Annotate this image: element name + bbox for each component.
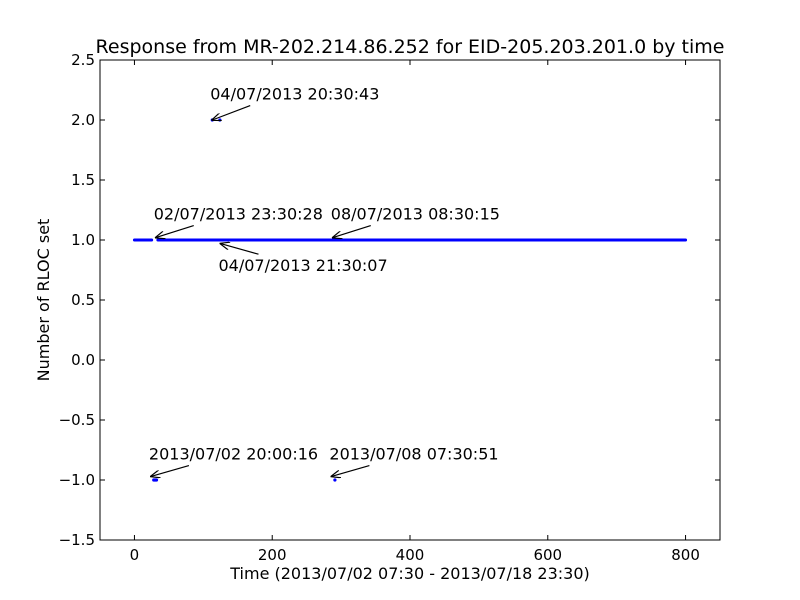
data-point xyxy=(333,478,337,482)
annotations: 04/07/2013 20:30:43 02/07/2013 23:30:28 08… xyxy=(149,85,500,477)
annotation-arrow xyxy=(331,465,370,477)
chart-title: Response from MR-202.214.86.252 for EID-… xyxy=(96,36,725,58)
data-point xyxy=(218,118,222,122)
x-axis-label: Time (2013/07/02 07:30 - 2013/07/18 23:3… xyxy=(229,564,590,583)
annotation-arrow xyxy=(151,465,190,477)
y-tick-label: 0.0 xyxy=(71,351,95,369)
y-tick-label: 0.5 xyxy=(71,291,95,309)
y-tick-label: 1.0 xyxy=(71,231,95,249)
tick-labels: 0 200 400 600 800 −1.5 −1.0 −0.5 0.0 0.5 1.0 1.5 2.0… xyxy=(59,51,700,564)
x-tick-label: 800 xyxy=(671,546,700,564)
annotation-arrow xyxy=(221,244,259,255)
annotation-label: 04/07/2013 20:30:43 xyxy=(210,85,379,104)
y-tick-label: −0.5 xyxy=(59,411,95,429)
annotation-label: 2013/07/08 07:30:51 xyxy=(329,445,498,464)
annotation-label: 2013/07/02 20:00:16 xyxy=(149,445,318,464)
axes-frame xyxy=(99,59,721,541)
annotation-arrow xyxy=(212,105,251,120)
annotation-label: 02/07/2013 23:30:28 xyxy=(154,205,323,224)
annotation-label: 08/07/2013 08:30:15 xyxy=(331,205,500,224)
x-tick-label: 200 xyxy=(258,546,287,564)
x-tick-label: 0 xyxy=(130,546,140,564)
annotation-arrow xyxy=(156,225,194,238)
y-axis-label: Number of RLOC set xyxy=(34,219,53,382)
x-tick-label: 600 xyxy=(533,546,562,564)
axis-ticks xyxy=(100,59,720,541)
annotation-label: 04/07/2013 21:30:07 xyxy=(218,256,387,275)
annotation-arrow xyxy=(333,225,371,238)
y-tick-label: −1.0 xyxy=(59,471,95,489)
y-tick-label: 1.5 xyxy=(71,171,95,189)
data-point xyxy=(154,478,159,482)
y-tick-label: 2.5 xyxy=(71,51,95,69)
y-tick-label: 2.0 xyxy=(71,111,95,129)
y-tick-label: −1.5 xyxy=(59,531,95,549)
x-tick-label: 400 xyxy=(396,546,425,564)
